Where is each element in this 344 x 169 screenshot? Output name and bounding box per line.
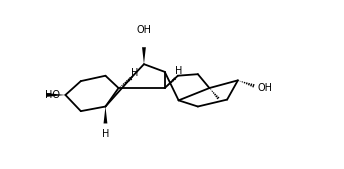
Text: HO: HO — [45, 90, 60, 100]
Text: OH: OH — [137, 25, 151, 35]
Polygon shape — [104, 106, 107, 124]
Text: OH: OH — [257, 83, 272, 93]
Polygon shape — [142, 47, 146, 64]
Text: H: H — [131, 68, 138, 78]
Polygon shape — [46, 93, 65, 97]
Text: H: H — [102, 129, 109, 139]
Text: H: H — [175, 66, 182, 76]
